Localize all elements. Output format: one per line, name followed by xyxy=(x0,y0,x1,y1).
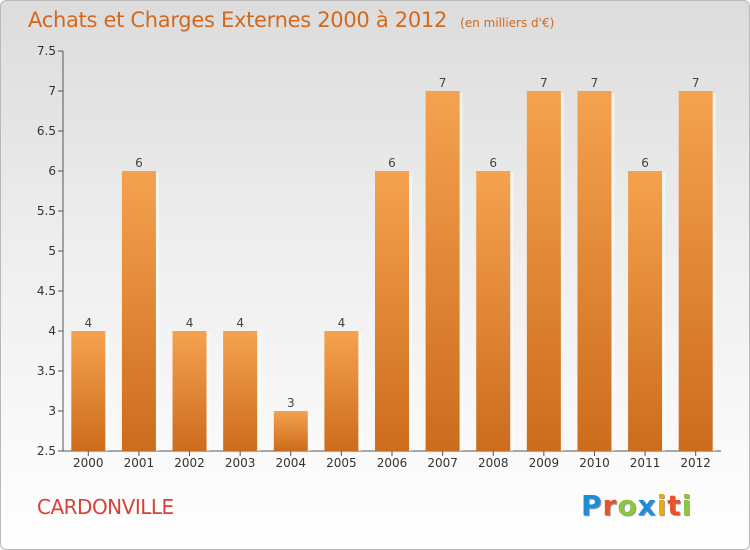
logo-letter: x xyxy=(637,489,657,522)
bar-value-label: 6 xyxy=(489,156,497,170)
chart-unit-label: (en milliers d'€) xyxy=(460,16,555,30)
x-axis: 2000 2001 2002 2003 2004 2005 2006 2007 2008 2009… xyxy=(63,450,721,470)
bar-value-label: 7 xyxy=(692,76,700,90)
bar-value-label: 6 xyxy=(135,156,143,170)
y-tick-label: 7 xyxy=(48,84,56,98)
x-tick-label: 2006 xyxy=(377,456,408,470)
place-name: CARDONVILLE xyxy=(37,495,174,519)
logo-letter: P xyxy=(581,489,603,522)
bar-2010 xyxy=(577,91,612,451)
x-tick-label: 2000 xyxy=(73,456,104,470)
y-tick-label: 6 xyxy=(48,164,56,178)
y-tick-label: 3.5 xyxy=(37,364,56,378)
bar-value-label: 6 xyxy=(388,156,396,170)
y-tick-label: 4.5 xyxy=(37,284,56,298)
bar-2005 xyxy=(324,331,359,451)
bar-value-label: 7 xyxy=(540,76,548,90)
x-tick-label: 2004 xyxy=(275,456,306,470)
x-tick-label: 2011 xyxy=(630,456,661,470)
bar-value-label: 3 xyxy=(287,396,295,410)
x-tick-label: 2003 xyxy=(225,456,256,470)
y-axis: 2.5 3 3.5 4 4.5 5 5.5 6 6.5 7 7.5 xyxy=(37,44,64,458)
bar-2012 xyxy=(678,91,713,451)
bar-2003 xyxy=(223,331,258,451)
bar-2009 xyxy=(526,91,561,451)
bar-2011 xyxy=(628,171,663,451)
y-tick-label: 7.5 xyxy=(37,44,56,58)
x-tick-label: 2005 xyxy=(326,456,357,470)
bar-value-label: 4 xyxy=(84,316,92,330)
x-tick-label: 2007 xyxy=(427,456,458,470)
bar-2000 xyxy=(71,331,106,451)
y-tick-label: 2.5 xyxy=(37,444,56,458)
logo-letter: i xyxy=(681,489,693,522)
proxiti-logo[interactable]: Proxiti xyxy=(581,489,692,522)
chart-title: Achats et Charges Externes 2000 à 2012 (… xyxy=(28,8,554,32)
bar-2004 xyxy=(273,411,308,451)
logo-letter: i xyxy=(656,489,668,522)
bars-group: 4 6 4 4 3 4 6 7 6 7 7 6 7 xyxy=(71,76,716,451)
x-tick-label: 2009 xyxy=(529,456,560,470)
bar-2001 xyxy=(121,171,156,451)
bar-2006 xyxy=(375,171,409,451)
y-tick-label: 4 xyxy=(48,324,56,338)
x-tick-label: 2008 xyxy=(478,456,509,470)
logo-letter: r xyxy=(602,489,618,522)
bar-value-label: 4 xyxy=(236,316,244,330)
x-tick-label: 2010 xyxy=(579,456,610,470)
bar-value-label: 6 xyxy=(641,156,649,170)
bar-2007 xyxy=(425,91,460,451)
logo-letter: t xyxy=(667,489,682,522)
bar-2008 xyxy=(476,171,511,451)
chart-title-text: Achats et Charges Externes 2000 à 2012 xyxy=(28,8,448,32)
y-tick-label: 5 xyxy=(48,244,56,258)
x-tick-label: 2012 xyxy=(680,456,711,470)
x-tick-label: 2001 xyxy=(124,456,155,470)
bar-value-label: 7 xyxy=(439,76,447,90)
y-tick-label: 6.5 xyxy=(37,124,56,138)
y-tick-label: 5.5 xyxy=(37,204,56,218)
x-tick-label: 2002 xyxy=(174,456,205,470)
bar-value-label: 4 xyxy=(338,316,346,330)
bar-value-label: 7 xyxy=(591,76,599,90)
y-tick-label: 3 xyxy=(48,404,56,418)
bar-2002 xyxy=(172,331,207,451)
logo-letter: o xyxy=(617,489,638,522)
bar-value-label: 4 xyxy=(186,316,194,330)
